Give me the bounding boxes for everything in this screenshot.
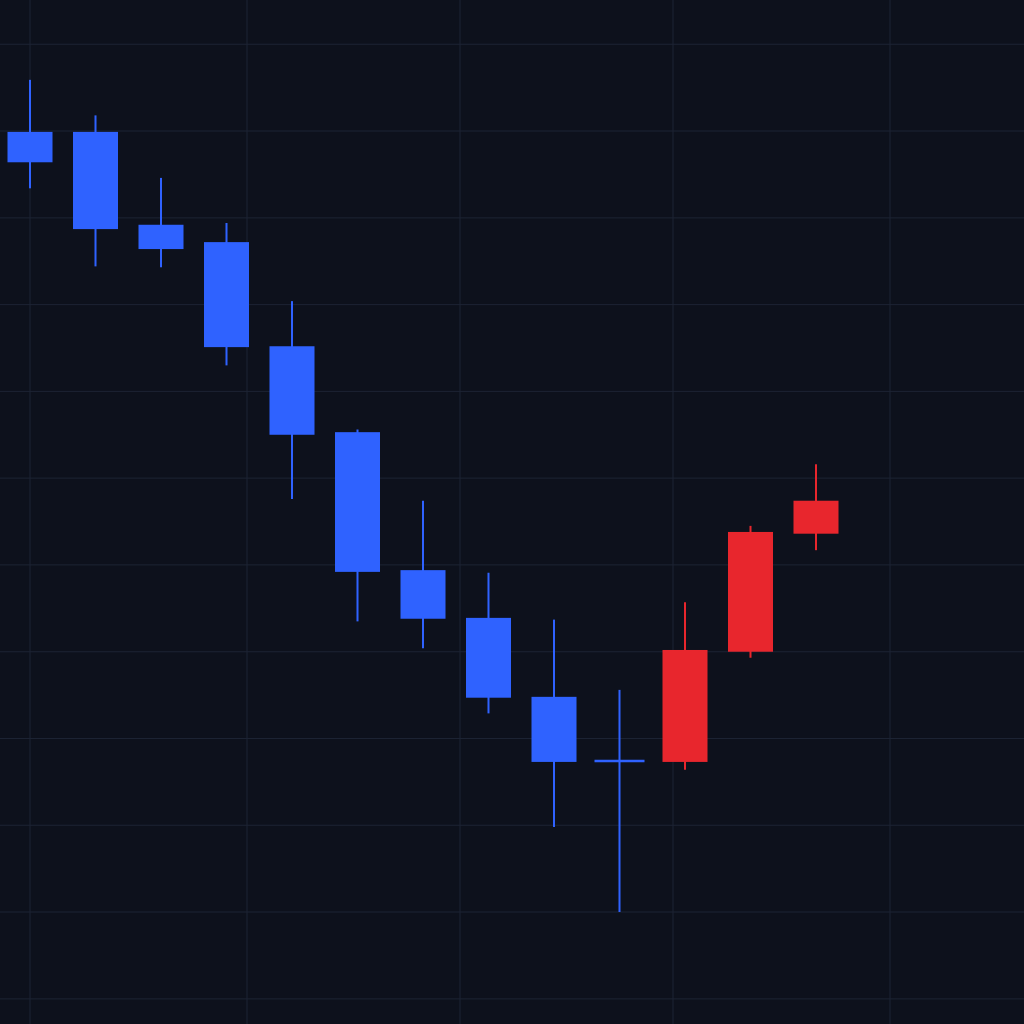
candle-body [531,696,577,762]
candle-body [466,617,511,698]
candle-body [400,570,446,619]
candle-body [662,649,708,762]
candle-body [335,432,380,572]
candle-body [7,131,53,163]
vertical-grid [29,0,891,1024]
candle-body [204,242,249,348]
candle-body [138,224,184,250]
candle-body [793,500,839,534]
candle-body [73,131,118,230]
candle-body [269,346,315,435]
candle-body [728,531,773,652]
